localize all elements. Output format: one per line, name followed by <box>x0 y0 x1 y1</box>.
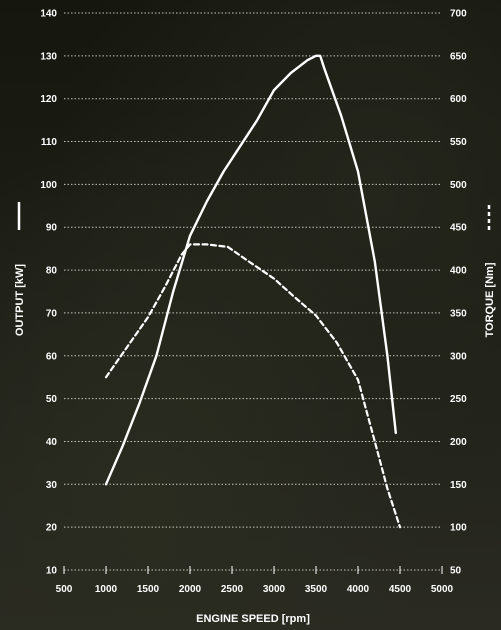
x-tick-label: 1500 <box>137 584 160 595</box>
y-left-tick-label: 60 <box>46 351 58 362</box>
y-left-unit: kW <box>14 267 26 284</box>
grid-lines <box>64 12 442 571</box>
x-tick-label: 3500 <box>305 584 328 595</box>
x-tick-label: 3000 <box>263 584 286 595</box>
x-axis-title: ENGINE SPEED [rpm] <box>196 613 310 625</box>
x-tick-label: 5000 <box>431 584 454 595</box>
x-tick-labels: 500 1000 1500 2000 2500 3000 3500 4000 4500 5000 <box>56 566 454 595</box>
x-tick-label: 2000 <box>179 584 202 595</box>
y-right-tick-label: 700 <box>450 9 467 20</box>
y-left-tick-label: 70 <box>46 308 58 319</box>
y-right-tick-label: 350 <box>450 308 467 319</box>
x-unit: rpm <box>285 613 306 625</box>
y-left-tick-label: 110 <box>41 137 58 148</box>
y-left-label: OUTPUT <box>14 291 26 337</box>
y-left-tick-label: 120 <box>40 94 57 105</box>
y-right-tick-label: 600 <box>450 94 467 105</box>
output-series-line <box>104 54 397 486</box>
y-left-tick-label: 30 <box>46 480 58 491</box>
svg-text:TORQUE [Nm]: TORQUE [Nm] <box>484 262 496 337</box>
y-right-tick-label: 50 <box>450 566 462 577</box>
y-left-tick-label: 90 <box>46 223 58 234</box>
y-right-unit: Nm <box>484 266 496 284</box>
x-tick-label: 500 <box>56 584 73 595</box>
y-left-tick-label: 50 <box>46 394 58 405</box>
y-left-axis-title: OUTPUT [kW] <box>14 202 26 336</box>
series-lines <box>104 54 402 529</box>
y-right-tick-labels: 50 100 150 200 250 300 350 400 450 500 550 600 650 70… <box>450 9 467 577</box>
x-label: ENGINE SPEED <box>196 613 279 625</box>
y-right-tick-label: 650 <box>450 51 467 62</box>
y-left-tick-label: 20 <box>46 523 58 534</box>
y-right-label: TORQUE <box>484 291 496 338</box>
y-left-tick-label: 10 <box>46 566 58 577</box>
y-left-tick-label: 130 <box>40 51 57 62</box>
y-left-tick-labels: 10 20 30 40 50 60 70 80 90 100 110 120 130 140 <box>40 9 57 577</box>
y-left-tick-label: 140 <box>40 9 57 20</box>
y-right-tick-label: 500 <box>450 180 467 191</box>
y-right-tick-label: 200 <box>450 437 467 448</box>
y-right-tick-label: 150 <box>450 480 467 491</box>
y-left-tick-label: 100 <box>40 180 57 191</box>
y-right-tick-label: 450 <box>450 223 467 234</box>
y-right-tick-label: 100 <box>450 523 467 534</box>
x-tick-label: 4500 <box>389 584 412 595</box>
y-left-tick-label: 40 <box>46 437 58 448</box>
x-tick-label: 2500 <box>221 584 244 595</box>
x-tick-label: 1000 <box>95 584 118 595</box>
y-right-tick-label: 550 <box>450 137 467 148</box>
torque-series-line <box>104 243 402 529</box>
svg-text:OUTPUT [kW]: OUTPUT [kW] <box>14 264 26 336</box>
x-tick-label: 4000 <box>347 584 370 595</box>
y-right-tick-label: 300 <box>450 351 467 362</box>
y-right-tick-label: 250 <box>450 394 467 405</box>
y-right-tick-label: 400 <box>450 266 467 277</box>
y-left-tick-label: 80 <box>46 266 58 277</box>
y-right-axis-title: TORQUE [Nm] <box>484 202 496 338</box>
